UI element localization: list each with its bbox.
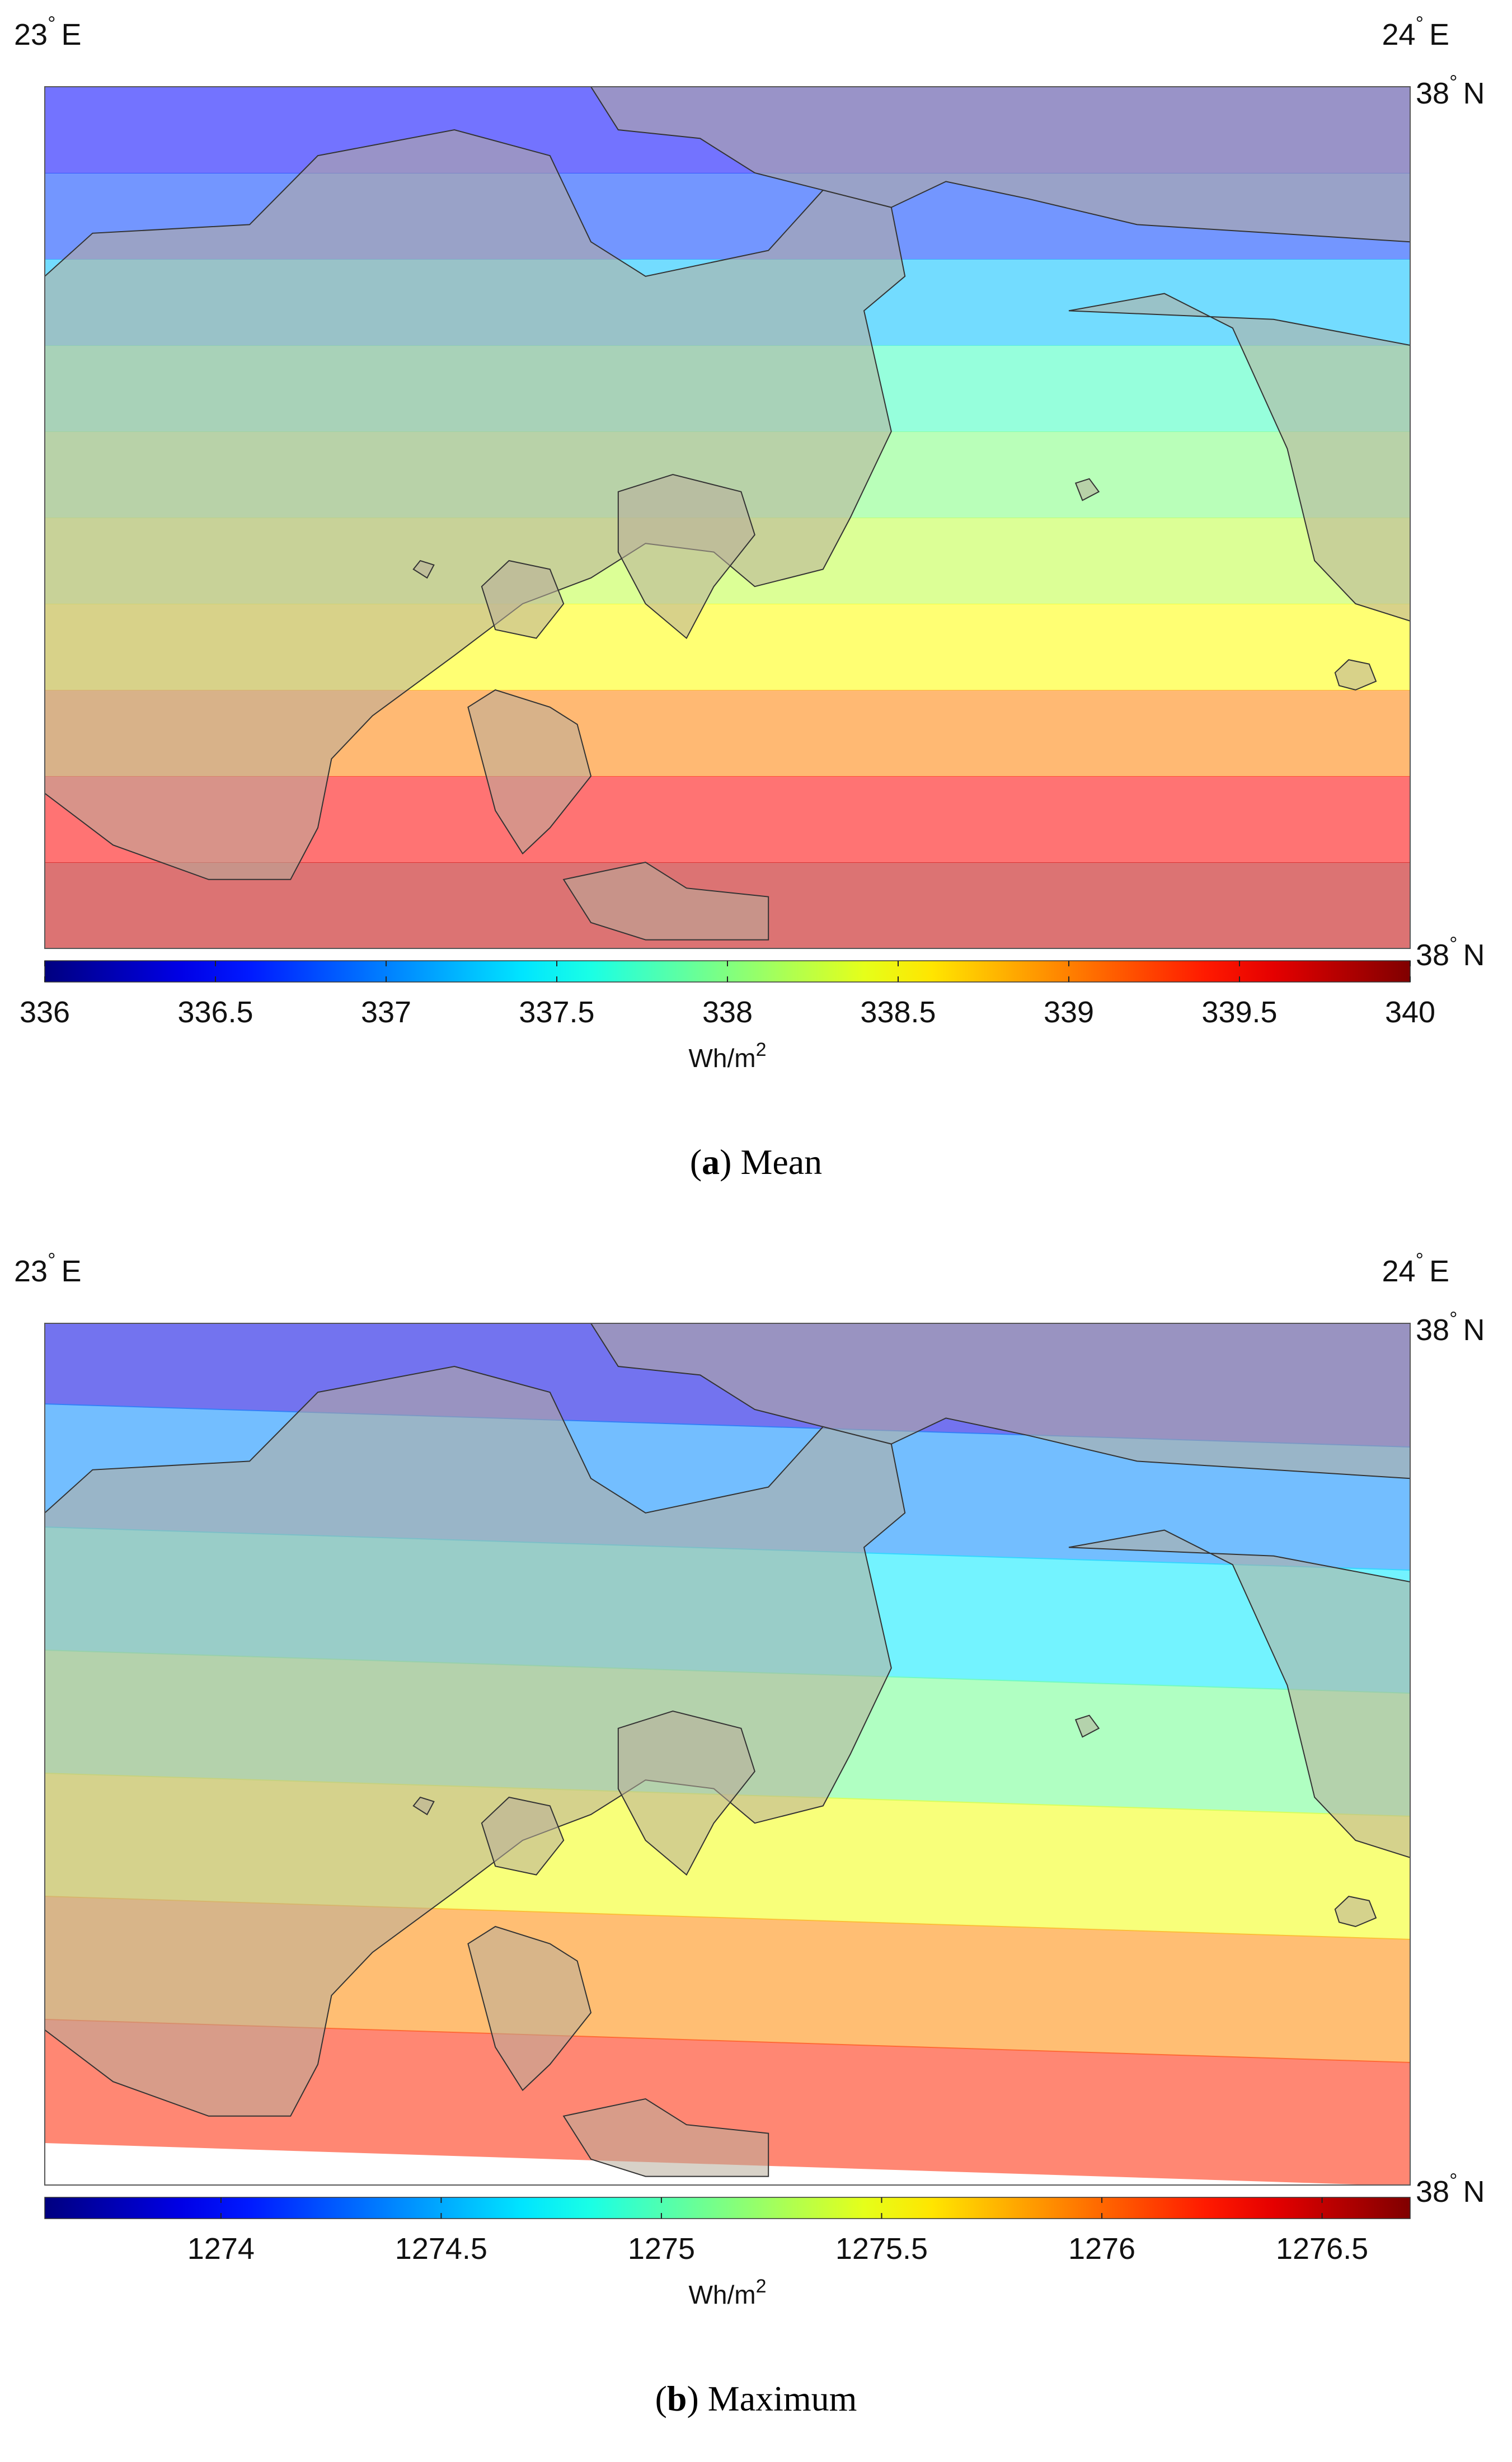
colorbar-tick-label: 338 — [702, 995, 753, 1029]
lat-top-label: 38° N — [1416, 71, 1485, 110]
colorbar-tick-label: 336 — [20, 995, 70, 1029]
mean-map-chart: 23° E 24° E 38° N 38° N 336 336.5 337 337.5 338 338.5… — [14, 12, 1485, 1073]
lon-right-label: 24° E — [1382, 12, 1449, 51]
colorbar-tick-label: 336.5 — [177, 995, 253, 1029]
map-area — [45, 87, 1410, 948]
land-islet2 — [412, 560, 435, 579]
land-islet1 — [1334, 1896, 1377, 1928]
colorbar-tick-label: 1275.5 — [835, 2232, 928, 2266]
land-island1 — [617, 1710, 755, 1876]
land-islet1 — [1334, 659, 1377, 691]
lat-bottom-label: 38° N — [1416, 2169, 1485, 2209]
colorbar-tick-label: 1276 — [1068, 2232, 1135, 2266]
land-island3 — [467, 1925, 592, 2092]
land-island4 — [562, 2098, 769, 2177]
land-islet2 — [412, 1796, 435, 1816]
land-islet3 — [1074, 1714, 1100, 1738]
colorbar-unit: Wh/m2 — [688, 1039, 766, 1073]
caption-text: Maximum — [707, 2379, 857, 2418]
colorbar-tick-label: 339.5 — [1201, 995, 1277, 1029]
figure-maximum: 23° E 24° E 38° N 38° N 1274 1274.5 1275 1275.5 1276… — [0, 1237, 1512, 2462]
caption-mean: (a) Mean — [689, 1142, 823, 1182]
map-area — [45, 1323, 1410, 2185]
figure-mean: 23° E 24° E 38° N 38° N 336 336.5 337 337.5 338 338.5… — [0, 0, 1512, 1225]
colorbar — [44, 2197, 1411, 2219]
land-northland — [590, 1323, 1410, 1479]
colorbar-tick-label: 1274 — [187, 2232, 255, 2266]
caption-letter: a — [702, 1142, 720, 1182]
caption-text: Mean — [740, 1142, 823, 1182]
colorbar-unit: Wh/m2 — [688, 2276, 766, 2309]
land-island4 — [562, 861, 769, 941]
lat-top-label: 38° N — [1416, 1307, 1485, 1347]
lon-left-label: 23° E — [14, 1248, 82, 1288]
caption-maximum: (b) Maximum — [655, 2379, 857, 2418]
land-peninsula — [45, 129, 906, 880]
colorbar-tick-label: 340 — [1385, 995, 1435, 1029]
map-frame — [44, 1323, 1411, 2186]
land-island2 — [481, 560, 565, 639]
land-islet3 — [1074, 478, 1100, 501]
lon-right-label: 24° E — [1382, 1248, 1449, 1288]
colorbar-tick-label: 337.5 — [519, 995, 594, 1029]
land-island3 — [467, 689, 592, 855]
value-band — [45, 2019, 1410, 2185]
colorbar-tick-label: 1275 — [628, 2232, 695, 2266]
maximum-map-chart: 23° E 24° E 38° N 38° N 1274 1274.5 1275 1275.5 1276… — [14, 1248, 1485, 2309]
land-peninsula — [45, 1365, 906, 2117]
land-island1 — [617, 473, 755, 640]
map-frame — [44, 86, 1411, 949]
colorbar-tick-label: 1274.5 — [395, 2232, 487, 2266]
colorbar-tick-label: 1276.5 — [1276, 2232, 1368, 2266]
colorbar-tick-label: 338.5 — [860, 995, 936, 1029]
land-eastland — [1068, 293, 1410, 622]
colorbar-tick-label: 339 — [1044, 995, 1094, 1029]
land-northland — [590, 87, 1410, 243]
colorbar-tick-label: 337 — [361, 995, 411, 1029]
land-eastland — [1068, 1529, 1410, 1858]
caption-letter: b — [666, 2379, 687, 2418]
lon-left-label: 23° E — [14, 12, 82, 51]
lat-bottom-label: 38° N — [1416, 932, 1485, 972]
land-island2 — [481, 1796, 565, 1876]
